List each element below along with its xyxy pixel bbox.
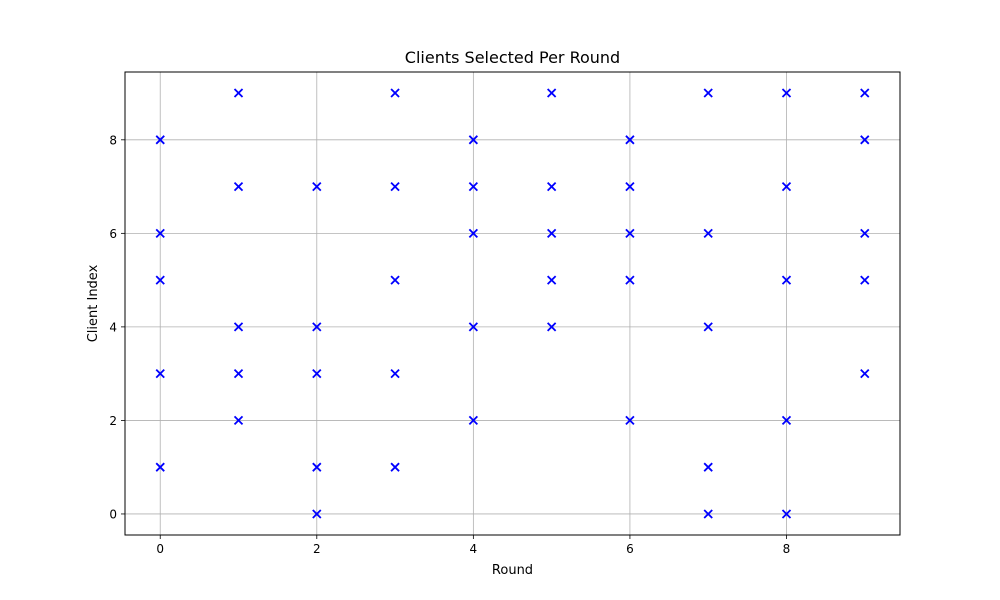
data-point xyxy=(390,181,400,192)
data-point xyxy=(312,462,322,472)
data-point xyxy=(547,228,557,238)
data-point xyxy=(468,322,478,332)
x-tick-label: 8 xyxy=(783,542,791,556)
data-point xyxy=(312,369,322,379)
data-point xyxy=(860,275,870,285)
data-point xyxy=(155,275,165,285)
data-point xyxy=(390,88,400,98)
data-point xyxy=(312,181,322,192)
data-point xyxy=(547,88,557,98)
data-point xyxy=(547,181,557,192)
data-point xyxy=(233,415,244,426)
y-tick-label: 8 xyxy=(109,133,117,147)
data-point xyxy=(781,509,792,519)
x-tick-label: 2 xyxy=(313,542,321,556)
y-tick-label: 4 xyxy=(109,320,117,334)
data-point xyxy=(468,181,478,192)
data-point xyxy=(625,275,635,285)
y-axis-label: Client Index xyxy=(86,264,101,342)
y-tick-label: 6 xyxy=(109,227,117,241)
data-point xyxy=(703,462,713,472)
data-point xyxy=(312,509,322,519)
data-point xyxy=(703,322,713,332)
data-point xyxy=(390,462,400,472)
x-tick-label: 0 xyxy=(156,542,164,556)
data-point xyxy=(625,228,635,238)
data-point xyxy=(155,369,165,379)
data-point xyxy=(703,228,713,238)
data-point xyxy=(547,275,557,285)
data-point xyxy=(468,228,478,238)
x-tick-label: 6 xyxy=(626,542,634,556)
chart-title: Clients Selected Per Round xyxy=(405,48,620,67)
data-point xyxy=(625,135,635,145)
data-point xyxy=(703,88,713,98)
y-tick-label: 0 xyxy=(109,507,117,521)
grid xyxy=(125,72,900,535)
data-points xyxy=(155,88,870,519)
y-tick-label: 2 xyxy=(109,414,117,428)
data-point xyxy=(155,462,165,472)
data-point xyxy=(860,135,870,145)
data-point xyxy=(233,369,244,379)
plot-area-frame xyxy=(124,71,901,536)
data-point xyxy=(155,228,165,238)
data-point xyxy=(781,275,792,285)
data-point xyxy=(233,322,244,332)
data-point xyxy=(468,415,478,426)
data-point xyxy=(625,415,635,426)
data-point xyxy=(233,88,244,98)
data-point xyxy=(860,369,870,379)
x-axis-label: Round xyxy=(492,563,533,578)
data-point xyxy=(781,181,792,192)
data-point xyxy=(703,509,713,519)
data-point xyxy=(547,322,557,332)
data-point xyxy=(390,275,400,285)
data-point xyxy=(625,181,635,192)
data-point xyxy=(390,369,400,379)
x-tick-label: 4 xyxy=(470,542,478,556)
data-point xyxy=(781,88,792,98)
data-point xyxy=(860,228,870,238)
data-point xyxy=(155,135,165,145)
x-axis-ticks: 0 2 4 6 8 xyxy=(156,535,790,556)
data-point xyxy=(781,415,792,426)
data-point xyxy=(860,88,870,98)
data-point xyxy=(233,181,244,192)
data-point xyxy=(468,135,478,145)
y-axis-ticks: 0 2 4 6 8 xyxy=(109,133,125,521)
data-point xyxy=(312,322,322,332)
